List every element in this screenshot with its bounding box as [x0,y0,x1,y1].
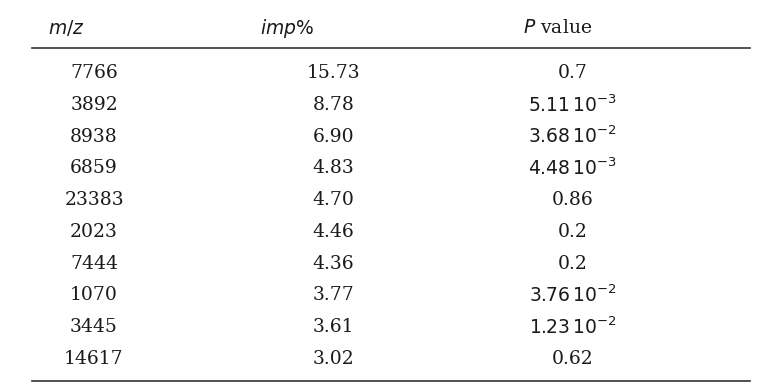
Text: 0.86: 0.86 [552,191,594,209]
Text: 23383: 23383 [64,191,124,209]
Text: 3.61: 3.61 [312,318,354,336]
Text: 4.46: 4.46 [312,223,354,241]
Text: 0.2: 0.2 [558,223,587,241]
Text: 3.02: 3.02 [312,350,354,368]
Text: 4.36: 4.36 [312,255,354,273]
Text: 0.2: 0.2 [558,255,587,273]
Text: 1070: 1070 [70,286,118,304]
Text: 4.83: 4.83 [312,159,354,177]
Text: $5.11\,10^{-3}$: $5.11\,10^{-3}$ [529,94,618,115]
Text: 7766: 7766 [71,64,118,82]
Text: 2023: 2023 [70,223,118,241]
Text: $4.48\,10^{-3}$: $4.48\,10^{-3}$ [529,158,618,179]
Text: 3.77: 3.77 [312,286,354,304]
Text: 0.62: 0.62 [552,350,594,368]
Text: 8938: 8938 [71,128,118,145]
Text: 14617: 14617 [64,350,124,368]
Text: $3.68\,10^{-2}$: $3.68\,10^{-2}$ [529,126,618,147]
Text: 6.90: 6.90 [312,128,354,145]
Text: 6859: 6859 [71,159,118,177]
Text: $1.23\,10^{-2}$: $1.23\,10^{-2}$ [529,316,617,338]
Text: 3445: 3445 [70,318,118,336]
Text: 4.70: 4.70 [312,191,354,209]
Text: $imp\%$: $imp\%$ [260,17,314,40]
Text: 7444: 7444 [70,255,118,273]
Text: $3.76\,10^{-2}$: $3.76\,10^{-2}$ [529,285,617,306]
Text: 0.7: 0.7 [558,64,587,82]
Text: $P$ value: $P$ value [523,20,592,37]
Text: 15.73: 15.73 [307,64,360,82]
Text: 8.78: 8.78 [312,96,354,114]
Text: $m/z$: $m/z$ [48,18,84,39]
Text: 3892: 3892 [71,96,118,114]
